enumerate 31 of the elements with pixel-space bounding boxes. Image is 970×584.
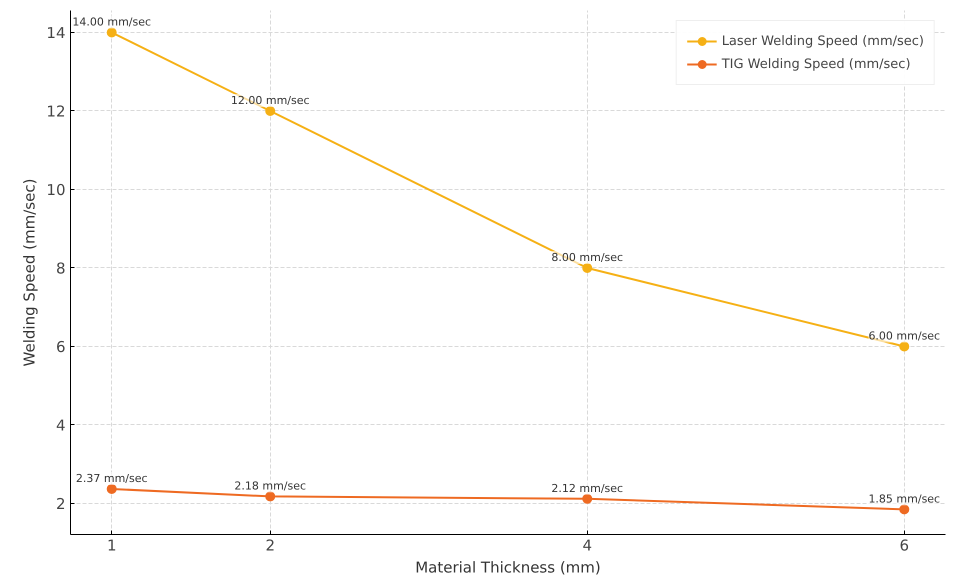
legend-label: Laser Welding Speed (mm/sec) bbox=[722, 34, 924, 48]
data-label: 1.85 mm/sec bbox=[868, 492, 940, 506]
data-label: 6.00 mm/sec bbox=[868, 329, 940, 342]
point bbox=[582, 262, 592, 273]
x-tick-label: 4 bbox=[582, 536, 592, 554]
x-tick-label: 1 bbox=[106, 536, 116, 554]
data-label: 14.00 mm/sec bbox=[72, 15, 152, 28]
point bbox=[265, 491, 276, 502]
y-axis-title: Welding Speed (mm/sec) bbox=[20, 178, 38, 366]
point bbox=[899, 341, 910, 352]
data-label: 2.37 mm/sec bbox=[76, 472, 148, 485]
point bbox=[899, 504, 910, 514]
y-tick-label: 8 bbox=[56, 259, 66, 278]
data-label: 8.00 mm/sec bbox=[551, 250, 624, 264]
y-tick-label: 6 bbox=[56, 338, 66, 356]
y-tick-label: 2 bbox=[56, 494, 66, 513]
x-axis-title: Material Thickness (mm) bbox=[415, 558, 601, 576]
x-tick-label: 6 bbox=[900, 536, 910, 554]
y-tick-label: 12 bbox=[46, 102, 66, 120]
data-label: 2.12 mm/sec bbox=[551, 482, 624, 495]
y-tick-label: 14 bbox=[46, 24, 66, 42]
point bbox=[582, 494, 592, 504]
x-tick-label: 2 bbox=[265, 536, 276, 554]
legend-label: TIG Welding Speed (mm/sec) bbox=[722, 56, 911, 72]
data-label: 12.00 mm/sec bbox=[230, 94, 310, 107]
point bbox=[265, 106, 276, 116]
point bbox=[106, 27, 117, 38]
y-tick-label: 4 bbox=[56, 416, 66, 434]
y-tick-label: 10 bbox=[46, 180, 66, 199]
point bbox=[106, 484, 117, 494]
data-label: 2.18 mm/sec bbox=[234, 479, 306, 492]
